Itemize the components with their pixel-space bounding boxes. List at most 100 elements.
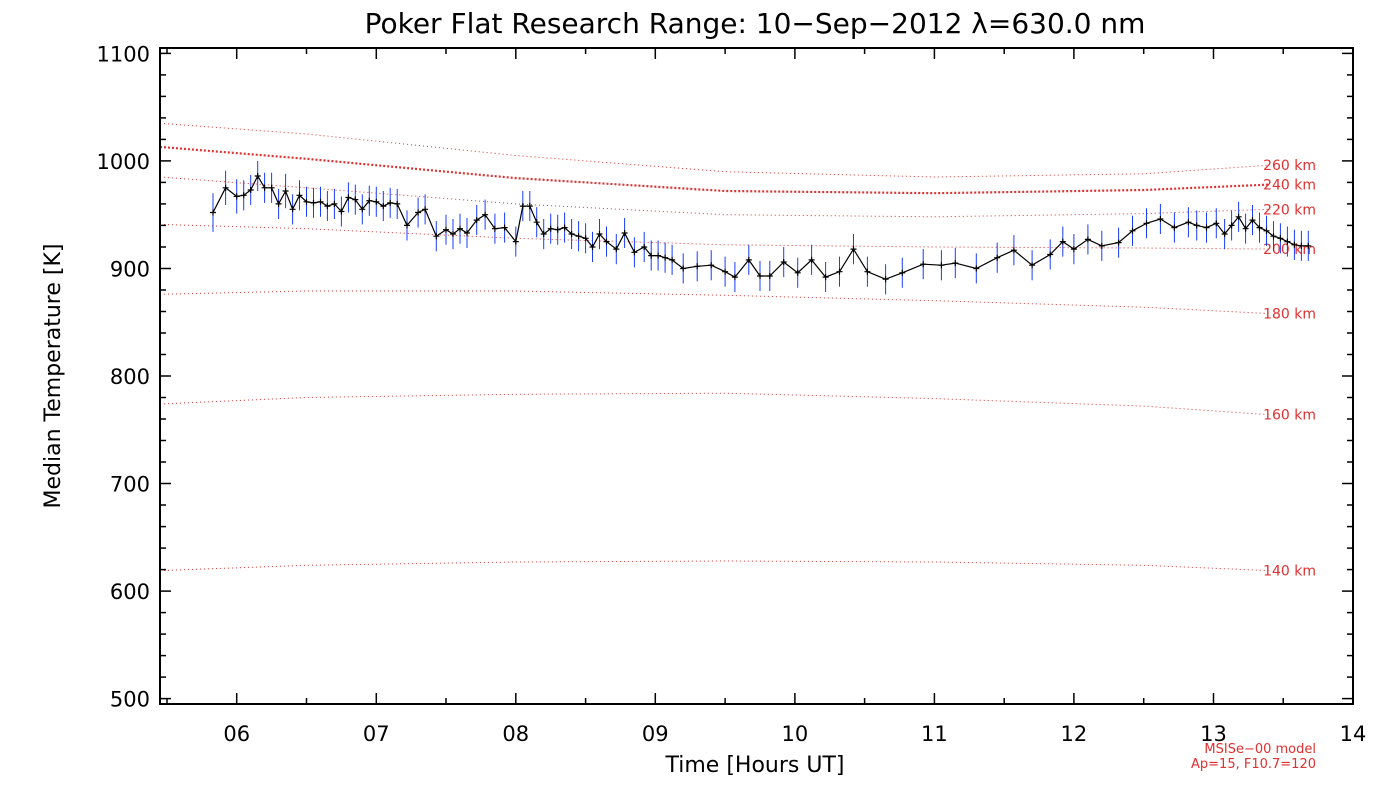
data-point-50 [596, 231, 603, 237]
data-point-75 [882, 276, 889, 283]
data-point-56 [648, 252, 655, 259]
data-point-108 [1291, 241, 1298, 248]
data-point-78 [938, 262, 945, 269]
reference-line-2 [159, 176, 1270, 218]
data-point-57 [655, 252, 662, 259]
reference-line-1 [159, 145, 1270, 195]
data-point-100 [1235, 213, 1242, 220]
data-point-96 [1203, 224, 1210, 231]
data-point-28 [422, 206, 429, 213]
data-point-55 [641, 244, 648, 250]
reference-label-2: 220 km [1263, 202, 1316, 218]
reference-line-3 [159, 223, 1270, 250]
data-point-101 [1242, 225, 1249, 232]
error-bars [212, 160, 1309, 295]
data-point-29 [433, 233, 440, 240]
x-tick-labels: 06 07 08 09 10 11 12 13 14 [223, 722, 1366, 746]
model-annotation: MSISe−00 model [1204, 742, 1316, 757]
data-point-87 [1084, 236, 1091, 243]
data-point-53 [621, 230, 628, 236]
data-point-0 [210, 209, 216, 216]
data-point-76 [899, 269, 906, 276]
data-point-81 [994, 254, 1001, 261]
data-point-72 [836, 268, 843, 275]
data-point-66 [757, 273, 763, 279]
data-point-42 [540, 231, 547, 237]
x-tick-label: 07 [363, 722, 390, 746]
x-tick-label: 13 [1200, 722, 1227, 746]
data-point-9 [282, 188, 289, 194]
data-point-107 [1284, 238, 1291, 245]
data-point-46 [568, 231, 575, 237]
temperature-series [210, 173, 1312, 283]
data-point-24 [387, 199, 394, 206]
data-point-74 [864, 268, 871, 275]
data-point-65 [745, 256, 752, 263]
data-point-32 [457, 225, 463, 232]
data-point-31 [450, 231, 456, 237]
x-tick-label: 09 [642, 722, 669, 746]
data-point-13 [310, 199, 317, 206]
data-point-105 [1270, 233, 1277, 240]
data-point-71 [822, 274, 829, 281]
data-point-103 [1256, 224, 1263, 231]
reference-line-4 [159, 290, 1270, 315]
data-point-37 [501, 224, 508, 231]
data-point-58 [662, 254, 669, 261]
data-point-17 [338, 208, 345, 215]
x-tick-label: 14 [1340, 722, 1367, 746]
data-point-3 [240, 192, 247, 199]
data-point-20 [359, 206, 366, 213]
y-tick-label: 600 [110, 580, 150, 604]
data-point-48 [582, 235, 589, 242]
data-point-59 [669, 256, 676, 263]
data-point-27 [415, 209, 422, 216]
y-tick-labels: 500 600 700 800 900 1000 1100 [97, 42, 150, 711]
data-point-110 [1305, 242, 1312, 249]
data-point-80 [973, 265, 980, 272]
y-tick-label: 1100 [97, 42, 150, 66]
model-parameters-annotation: Ap=15, F10.7=120 [1191, 757, 1316, 772]
axis-ticks [160, 48, 1354, 704]
data-point-83 [1029, 262, 1036, 269]
data-point-26 [404, 222, 410, 229]
data-point-19 [352, 196, 359, 203]
data-point-86 [1070, 246, 1077, 253]
data-point-70 [808, 256, 815, 263]
data-point-12 [303, 198, 310, 205]
data-point-67 [766, 273, 773, 279]
data-point-82 [1010, 247, 1017, 254]
data-point-104 [1263, 227, 1270, 234]
data-point-95 [1193, 222, 1200, 229]
data-point-7 [268, 184, 275, 191]
data-point-22 [373, 198, 380, 205]
data-point-15 [324, 203, 331, 210]
data-point-89 [1115, 239, 1122, 246]
x-axis-label: Time [Hours UT] [665, 753, 845, 778]
data-point-99 [1228, 222, 1235, 229]
data-point-18 [345, 194, 352, 201]
data-point-5 [254, 173, 261, 179]
data-point-6 [261, 184, 268, 191]
data-point-79 [952, 260, 959, 267]
data-point-36 [491, 225, 498, 232]
y-tick-label: 1000 [97, 150, 150, 174]
data-point-35 [482, 211, 489, 218]
data-point-1 [222, 184, 229, 191]
data-point-10 [289, 206, 296, 213]
data-point-11 [296, 192, 303, 199]
data-point-45 [561, 224, 568, 231]
reference-line-5 [159, 392, 1270, 416]
data-point-84 [1047, 251, 1054, 258]
data-point-88 [1098, 242, 1105, 249]
y-tick-label: 900 [110, 258, 150, 282]
data-point-23 [380, 203, 387, 210]
data-point-47 [575, 233, 582, 240]
data-point-21 [366, 197, 373, 204]
data-point-14 [317, 198, 324, 205]
reference-label-5: 160 km [1263, 408, 1316, 424]
data-point-30 [443, 226, 449, 233]
data-point-54 [631, 249, 638, 256]
